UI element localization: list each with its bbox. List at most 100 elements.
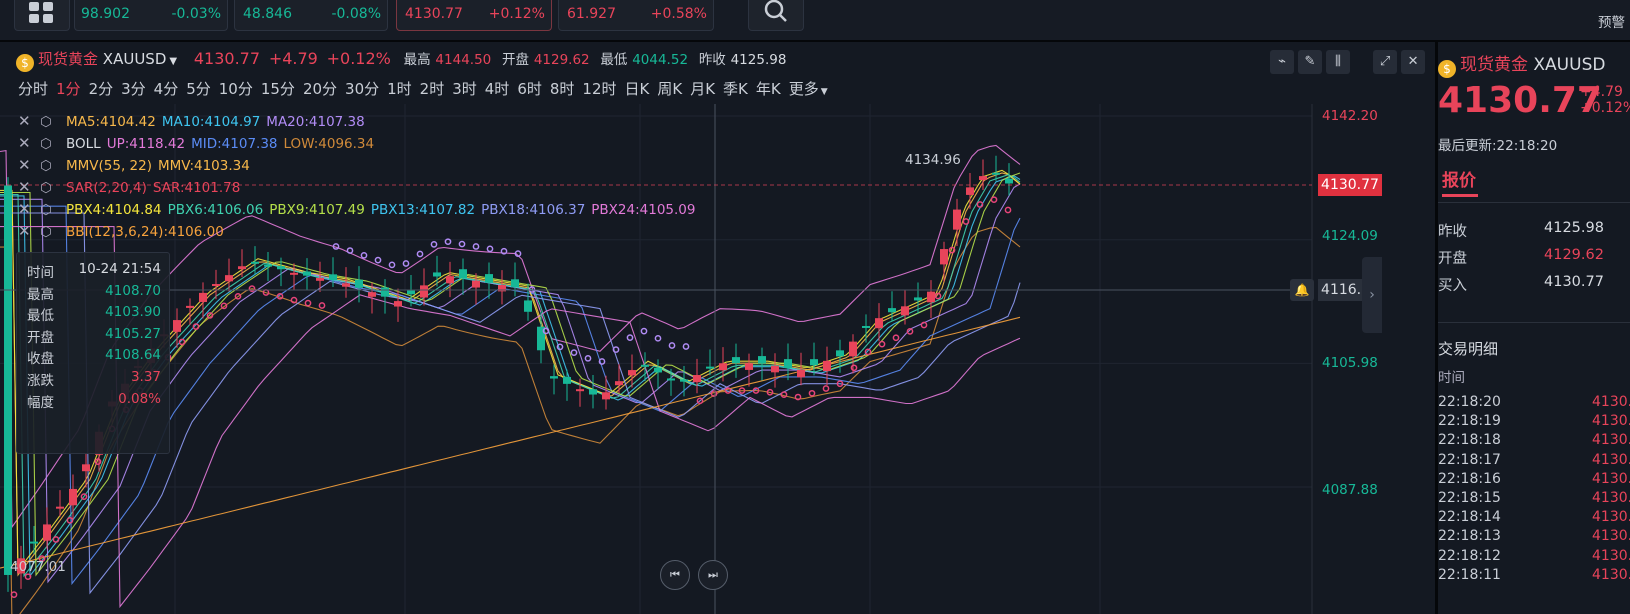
candle-body xyxy=(875,318,883,329)
chevron-down-icon[interactable]: ▼ xyxy=(169,56,178,67)
candle-body xyxy=(745,363,753,370)
sar-dot xyxy=(52,536,60,543)
candle-body xyxy=(329,274,337,281)
sar-dot xyxy=(444,238,452,246)
sar-dot xyxy=(584,354,592,362)
indicator-row: ✕ ⬡ MA5:4104.42 MA10:4104.97 MA20:4107.38 xyxy=(18,110,701,132)
skip-forward-icon[interactable]: ⏭ xyxy=(698,560,728,590)
sar-dot xyxy=(710,390,718,397)
ticker-item[interactable]: 98.902 -0.03% xyxy=(74,0,228,31)
symbol-code[interactable]: XAUUSD xyxy=(102,50,167,68)
period-tab[interactable]: 12时 xyxy=(582,80,617,98)
close-icon[interactable]: ✕ xyxy=(18,156,31,174)
alert-label[interactable]: 预警 xyxy=(1598,15,1625,31)
period-tab[interactable]: 6时 xyxy=(517,80,542,98)
period-tab[interactable]: 3时 xyxy=(452,80,477,98)
sar-dot xyxy=(598,358,606,365)
indicator-icon[interactable]: ⌁ xyxy=(1270,50,1294,74)
period-selector: 分时 1分 2分 3分 4分 5分 10分 15分 20分 30分 1时 2时 3时 4时 6时 8时 12时日… xyxy=(18,78,836,99)
quote-change-pct: +0.12% xyxy=(1580,100,1630,116)
last-price-badge: 4130.77 xyxy=(1318,174,1382,196)
sar-dot xyxy=(640,327,648,335)
chart-high-mark: 4134.96 xyxy=(905,152,961,168)
period-tab[interactable]: 3分 xyxy=(121,80,146,98)
chevron-right-icon[interactable]: › xyxy=(1362,257,1382,333)
ticker-item[interactable]: 61.927 +0.58% xyxy=(558,0,714,31)
candle-body xyxy=(303,271,311,276)
period-tab[interactable]: 更多 xyxy=(788,80,819,98)
candle-body xyxy=(1005,178,1013,184)
ticker-item-active[interactable]: 4130.77 +0.12% xyxy=(396,0,552,31)
sar-dot xyxy=(752,387,760,394)
period-tab[interactable]: 年K xyxy=(755,80,781,98)
candle-body xyxy=(654,367,662,373)
period-tab[interactable]: 月K xyxy=(690,80,716,98)
symbol-name[interactable]: 现货黄金 xyxy=(38,50,99,68)
period-tab[interactable]: 分时 xyxy=(18,80,49,98)
period-tab[interactable]: 周K xyxy=(657,80,683,98)
ticker-value: 98.902 xyxy=(81,6,130,22)
close-icon[interactable]: ✕ xyxy=(18,222,31,240)
period-tab[interactable]: 季K xyxy=(723,80,748,98)
bell-icon[interactable]: 🔔 xyxy=(1290,279,1314,301)
settings-icon[interactable]: ⬡ xyxy=(40,114,52,130)
period-tab[interactable]: 4时 xyxy=(484,80,510,98)
close-icon[interactable]: ✕ xyxy=(18,178,31,196)
candle-body xyxy=(927,291,935,303)
candle-body xyxy=(17,558,25,574)
ticker-item[interactable]: 48.846 -0.08% xyxy=(234,0,388,31)
skip-back-icon[interactable]: ⏮ xyxy=(660,560,690,590)
sar-dot xyxy=(920,321,928,329)
trade-time: 22:18:17 xyxy=(1438,451,1501,468)
settings-icon[interactable]: ⬡ xyxy=(40,224,52,240)
info-row: 开盘 4105.27 xyxy=(27,326,161,346)
search-button[interactable] xyxy=(748,0,804,31)
period-tab[interactable]: 1时 xyxy=(387,80,412,98)
close-icon[interactable]: ✕ xyxy=(18,200,31,218)
ticker-bar: 98.902 -0.03% 48.846 -0.08% 4130.77 +0.1… xyxy=(0,0,1630,42)
candle-body xyxy=(82,464,90,472)
indicator-value: SAR:4101.78 xyxy=(152,180,241,196)
candle-info-box: 时间 10-24 21:54 最高 4108.70 最低 4103.90 开盘 4105.27… xyxy=(16,252,170,454)
candle-body xyxy=(784,359,792,369)
info-row: 幅度 0.08% xyxy=(27,391,161,411)
price-axis-label: 4087.88 xyxy=(1322,482,1378,498)
tab-quote[interactable]: 报价 xyxy=(1442,171,1476,191)
candle-body xyxy=(992,172,1000,175)
chevron-down-icon[interactable]: ▼ xyxy=(820,87,828,97)
close-icon[interactable]: ✕ xyxy=(18,112,31,130)
sar-dot xyxy=(66,516,74,524)
settings-icon[interactable]: ⬡ xyxy=(40,136,52,152)
close-icon[interactable]: ✕ xyxy=(1401,50,1426,74)
period-tab[interactable]: 日K xyxy=(624,80,650,98)
candle-body xyxy=(940,249,948,265)
settings-icon[interactable]: ⬡ xyxy=(40,158,52,174)
menu-button[interactable] xyxy=(14,0,70,31)
period-tab[interactable]: 1分 xyxy=(56,80,81,98)
period-tab[interactable]: 5分 xyxy=(186,80,211,98)
chart-toolbar: ⌁ ✎ ⫼ ⤢ ✕ xyxy=(1270,50,1429,74)
period-tab[interactable]: 10分 xyxy=(218,80,253,98)
period-tab[interactable]: 8时 xyxy=(549,80,575,98)
period-tab[interactable]: 2时 xyxy=(419,80,445,98)
settings-icon[interactable]: ⬡ xyxy=(40,202,52,218)
quote-symbol-name: 现货黄金 xyxy=(1460,55,1528,75)
info-value: 3.37 xyxy=(130,369,161,385)
settings-icon[interactable]: ⬡ xyxy=(40,180,52,196)
ticker-change: -0.08% xyxy=(331,6,381,22)
period-tab[interactable]: 4分 xyxy=(153,80,179,98)
period-tab[interactable]: 15分 xyxy=(260,80,295,98)
candle-body xyxy=(667,378,675,381)
sar-dot xyxy=(990,196,998,204)
period-tab[interactable]: 30分 xyxy=(345,80,380,98)
indicator-value: UP:4118.42 xyxy=(106,136,186,152)
fullscreen-icon[interactable]: ⤢ xyxy=(1373,50,1398,74)
close-icon[interactable]: ✕ xyxy=(18,134,31,152)
quote-symbol-code: XAUUSD xyxy=(1533,55,1606,75)
period-tab[interactable]: 20分 xyxy=(302,80,338,98)
candle-body xyxy=(849,341,857,357)
period-tab[interactable]: 2分 xyxy=(88,80,114,98)
candle-type-icon[interactable]: ⫼ xyxy=(1326,50,1350,74)
candle-body xyxy=(251,261,259,264)
draw-pencil-icon[interactable]: ✎ xyxy=(1298,50,1322,74)
